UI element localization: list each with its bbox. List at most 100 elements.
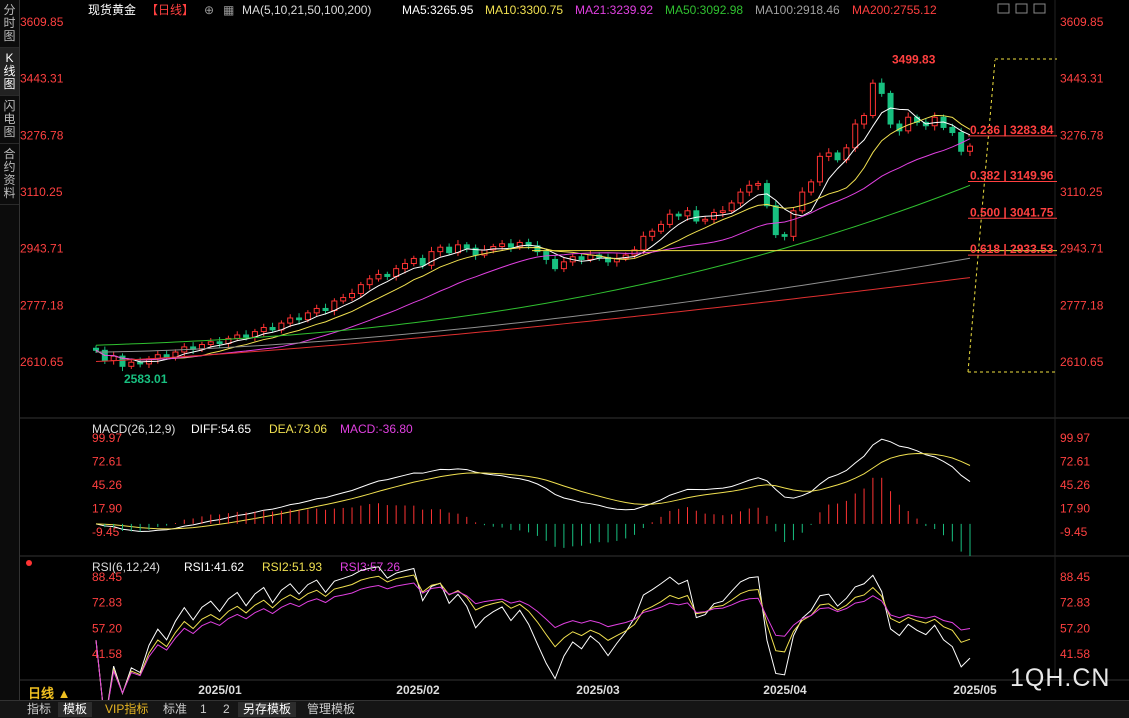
macd-axis-tick-left: 17.90	[92, 502, 122, 516]
candle-body[interactable]	[931, 116, 938, 127]
candle-body[interactable]	[322, 307, 329, 311]
candle-body[interactable]	[658, 223, 665, 232]
sidebar-item-0[interactable]: 分时图	[0, 0, 19, 48]
candle-body[interactable]	[234, 334, 241, 339]
candle-body[interactable]	[349, 292, 356, 299]
candle-body[interactable]	[675, 213, 682, 217]
candle-body[interactable]	[967, 145, 973, 152]
candle-body[interactable]	[304, 312, 311, 321]
candle-body[interactable]	[463, 244, 470, 249]
candle-body[interactable]	[719, 210, 726, 214]
candle-body[interactable]	[428, 251, 435, 266]
candle-body[interactable]	[287, 317, 294, 324]
triangle-up-icon: ▲	[57, 686, 71, 701]
candle-body[interactable]	[949, 126, 956, 134]
fib-label-0.382: 0.382 | 3149.96	[970, 168, 1054, 182]
candle-body[interactable]	[808, 181, 815, 193]
candle-body[interactable]	[825, 152, 832, 157]
candle-body[interactable]	[499, 243, 506, 248]
maximize-icon[interactable]	[1015, 3, 1028, 14]
candle-body[interactable]	[799, 191, 806, 212]
candle-body[interactable]	[587, 254, 594, 260]
rsi-settings-icon[interactable]	[26, 560, 32, 566]
candle-body[interactable]	[216, 341, 223, 345]
candle-body[interactable]	[128, 361, 135, 367]
bottom-tab-0[interactable]: 指标	[27, 702, 52, 716]
candle-body[interactable]	[207, 341, 214, 346]
bottom-tab-2[interactable]: VIP指标	[105, 702, 149, 716]
header-legend-2: ⊕	[204, 3, 214, 17]
bottom-tab-6[interactable]: 另存模板	[238, 702, 297, 717]
candle-body[interactable]	[640, 235, 647, 251]
candle-body[interactable]	[622, 254, 629, 259]
candle-body[interactable]	[490, 246, 497, 251]
candle-body[interactable]	[410, 257, 417, 265]
candle-body[interactable]	[401, 263, 408, 270]
candle-body[interactable]	[243, 334, 250, 338]
candle-body[interactable]	[366, 278, 373, 286]
sidebar-item-3[interactable]: 合约资料	[0, 144, 19, 205]
candle-body[interactable]	[357, 284, 364, 294]
candle-body[interactable]	[560, 261, 567, 270]
candle-body[interactable]	[649, 230, 656, 237]
candle-body[interactable]	[834, 152, 841, 161]
candle-body[interactable]	[375, 273, 382, 280]
candle-body[interactable]	[684, 210, 691, 217]
candle-body[interactable]	[119, 355, 126, 367]
candle-body[interactable]	[552, 258, 559, 270]
rsi-legend-1: RSI1:41.62	[184, 560, 244, 574]
candle-body[interactable]	[313, 307, 320, 314]
candle-body[interactable]	[137, 361, 144, 365]
candle-body[interactable]	[746, 184, 753, 193]
candle-body[interactable]	[737, 191, 744, 204]
candle-body[interactable]	[516, 241, 523, 248]
candle-body[interactable]	[93, 347, 99, 351]
candle-body[interactable]	[296, 317, 303, 321]
price-axis-tick: 3276.78	[1060, 128, 1104, 142]
bottom-tab-5[interactable]: 2	[223, 702, 230, 716]
header-legend-3: ▦	[223, 3, 234, 17]
candle-body[interactable]	[869, 82, 876, 117]
candle-body[interactable]	[878, 82, 885, 94]
candle-body[interactable]	[790, 210, 797, 237]
ma200-line	[95, 277, 971, 363]
candle-body[interactable]	[693, 210, 700, 222]
rsi-axis-tick: 57.20	[1060, 621, 1090, 635]
macd-axis-tick: 72.61	[1060, 455, 1090, 469]
candle-body[interactable]	[525, 241, 532, 247]
header-legend-9: MA100:2918.46	[755, 3, 840, 17]
candle-body[interactable]	[666, 213, 673, 225]
restore-icon[interactable]	[997, 3, 1010, 14]
candle-body[interactable]	[781, 234, 788, 237]
candle-body[interactable]	[816, 155, 823, 183]
candle-body[interactable]	[702, 218, 709, 222]
close-icon[interactable]	[1033, 3, 1046, 14]
fib-trendline[interactable]	[967, 59, 996, 373]
candle-body[interactable]	[340, 297, 347, 302]
candle-body[interactable]	[269, 327, 276, 331]
candle-body[interactable]	[163, 354, 170, 358]
sidebar-item-2[interactable]: 闪电图	[0, 96, 19, 144]
candle-body[interactable]	[110, 355, 117, 362]
macd-dea-line	[95, 452, 971, 530]
candle-body[interactable]	[260, 327, 267, 333]
candle-body[interactable]	[772, 205, 779, 236]
bottom-tab-4[interactable]: 1	[200, 702, 207, 716]
candle-body[interactable]	[507, 243, 514, 248]
period-selector[interactable]: 日线 ▲	[28, 683, 71, 702]
chart-canvas[interactable]: 现货黄金 【日线】 ⊕ ▦ MA(5,10,21,50,100,200) MA5:3265…	[20, 0, 1129, 700]
candle-body[interactable]	[419, 257, 426, 266]
bottom-tab-3[interactable]: 标准	[163, 702, 188, 716]
candle-body[interactable]	[728, 202, 735, 212]
candle-body[interactable]	[384, 273, 391, 277]
candle-body[interactable]	[861, 115, 868, 125]
bottom-tab-1[interactable]: 模板	[58, 702, 93, 717]
bottom-tab-7[interactable]: 管理模板	[307, 702, 356, 716]
candle-body[interactable]	[446, 246, 453, 254]
candle-body[interactable]	[852, 123, 859, 149]
candle-body[interactable]	[631, 249, 638, 256]
candle-body[interactable]	[578, 256, 585, 260]
candle-body[interactable]	[755, 183, 762, 186]
candle-body[interactable]	[437, 246, 444, 253]
